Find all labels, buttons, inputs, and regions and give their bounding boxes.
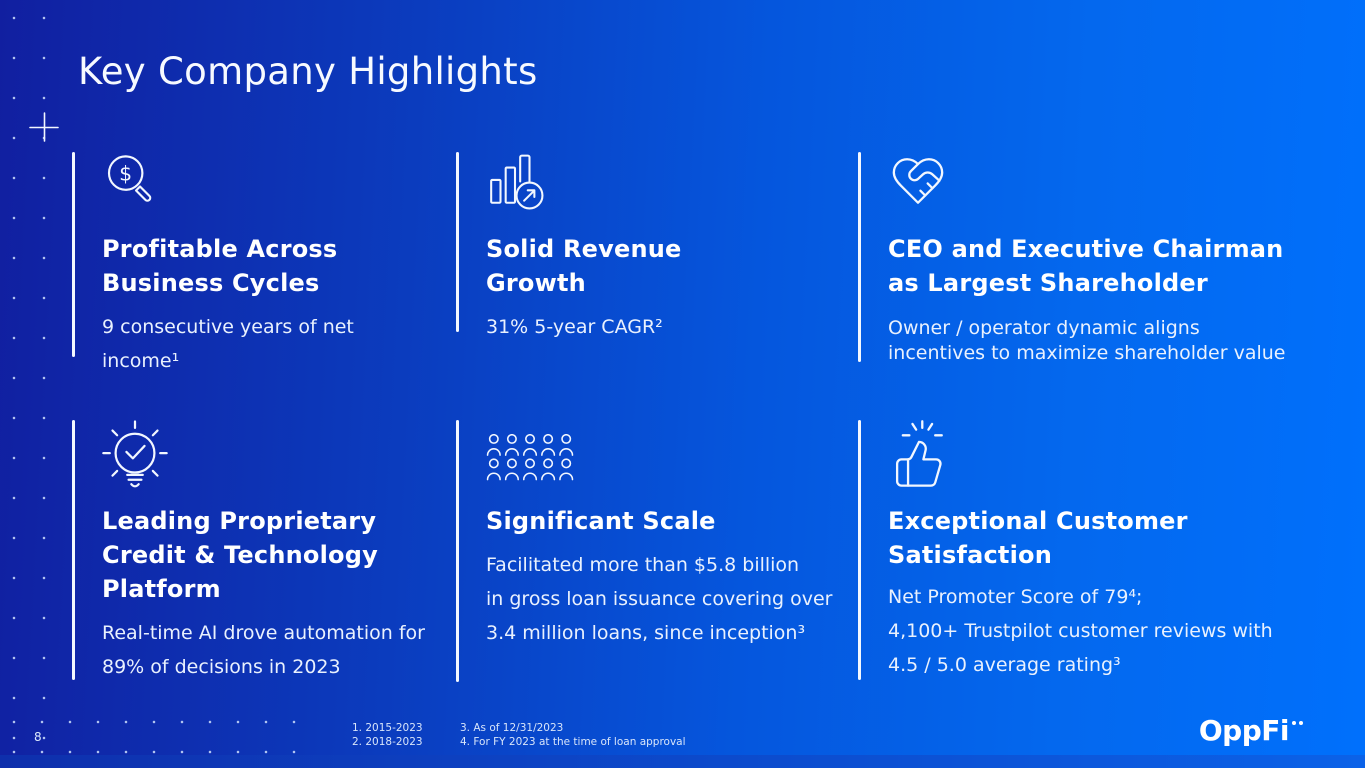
- card-credit-platform: Leading Proprietary Credit & Technology …: [72, 420, 472, 684]
- card-customer-satisfaction: Exceptional Customer Satisfaction Net Pr…: [858, 420, 1328, 682]
- heart-handshake-icon: [892, 158, 944, 204]
- lightbulb-check-icon: [102, 420, 168, 488]
- logo-text: OppFi: [1198, 714, 1290, 747]
- card-ceo-shareholder: CEO and Executive Chairman as Largest Sh…: [858, 152, 1328, 366]
- card-revenue-growth: Solid Revenue Growth 31% 5-year CAGR²: [456, 152, 856, 344]
- card-title: Profitable Across Business Cycles: [102, 235, 338, 297]
- card-title: Leading Proprietary Credit & Technology …: [102, 507, 378, 603]
- footnotes-column-1: 1. 2015-2023 2. 2018-2023: [352, 722, 423, 748]
- card-profitable: $ Profitable Across Business Cycles 9 co…: [72, 152, 472, 378]
- card-title: Significant Scale: [486, 507, 716, 535]
- card-title: CEO and Executive Chairman as Largest Sh…: [888, 235, 1284, 297]
- card-rule: [456, 152, 459, 332]
- card-rule: [72, 420, 75, 680]
- svg-text:$: $: [119, 162, 132, 186]
- card-significant-scale: Significant Scale Facilitated more than …: [456, 420, 856, 682]
- page-number: 8: [34, 730, 42, 744]
- logo-dots: [1292, 721, 1303, 725]
- growth-chart-icon: [490, 154, 544, 210]
- oppfi-logo: OppFi: [1199, 714, 1303, 747]
- page-title: Key Company Highlights: [78, 50, 538, 93]
- footer-bar: [0, 755, 1365, 768]
- card-title: Exceptional Customer Satisfaction: [888, 507, 1188, 569]
- plus-decoration: [29, 112, 59, 142]
- dollar-magnifier-icon: $: [107, 155, 152, 202]
- card-body: Owner / operator dynamic aligns incentiv…: [888, 317, 1286, 364]
- card-body: 31% 5-year CAGR²: [486, 316, 663, 338]
- thumbs-up-icon: [895, 420, 943, 487]
- card-title: Solid Revenue Growth: [486, 235, 682, 297]
- card-rule: [72, 152, 75, 357]
- footer-dot-pattern: [4, 716, 320, 758]
- card-rule: [858, 420, 861, 680]
- card-body: Facilitated more than $5.8 billion in gr…: [486, 554, 833, 644]
- card-rule: [456, 420, 459, 682]
- card-body: Net Promoter Score of 79⁴; 4,100+ Trustp…: [888, 586, 1273, 676]
- footnotes-column-2: 3. As of 12/31/2023 4. For FY 2023 at th…: [460, 722, 686, 748]
- crowd-icon: [486, 434, 574, 481]
- card-body: 9 consecutive years of net income¹: [102, 316, 354, 372]
- card-rule: [858, 152, 861, 362]
- card-body: Real-time AI drove automation for 89% of…: [102, 622, 425, 678]
